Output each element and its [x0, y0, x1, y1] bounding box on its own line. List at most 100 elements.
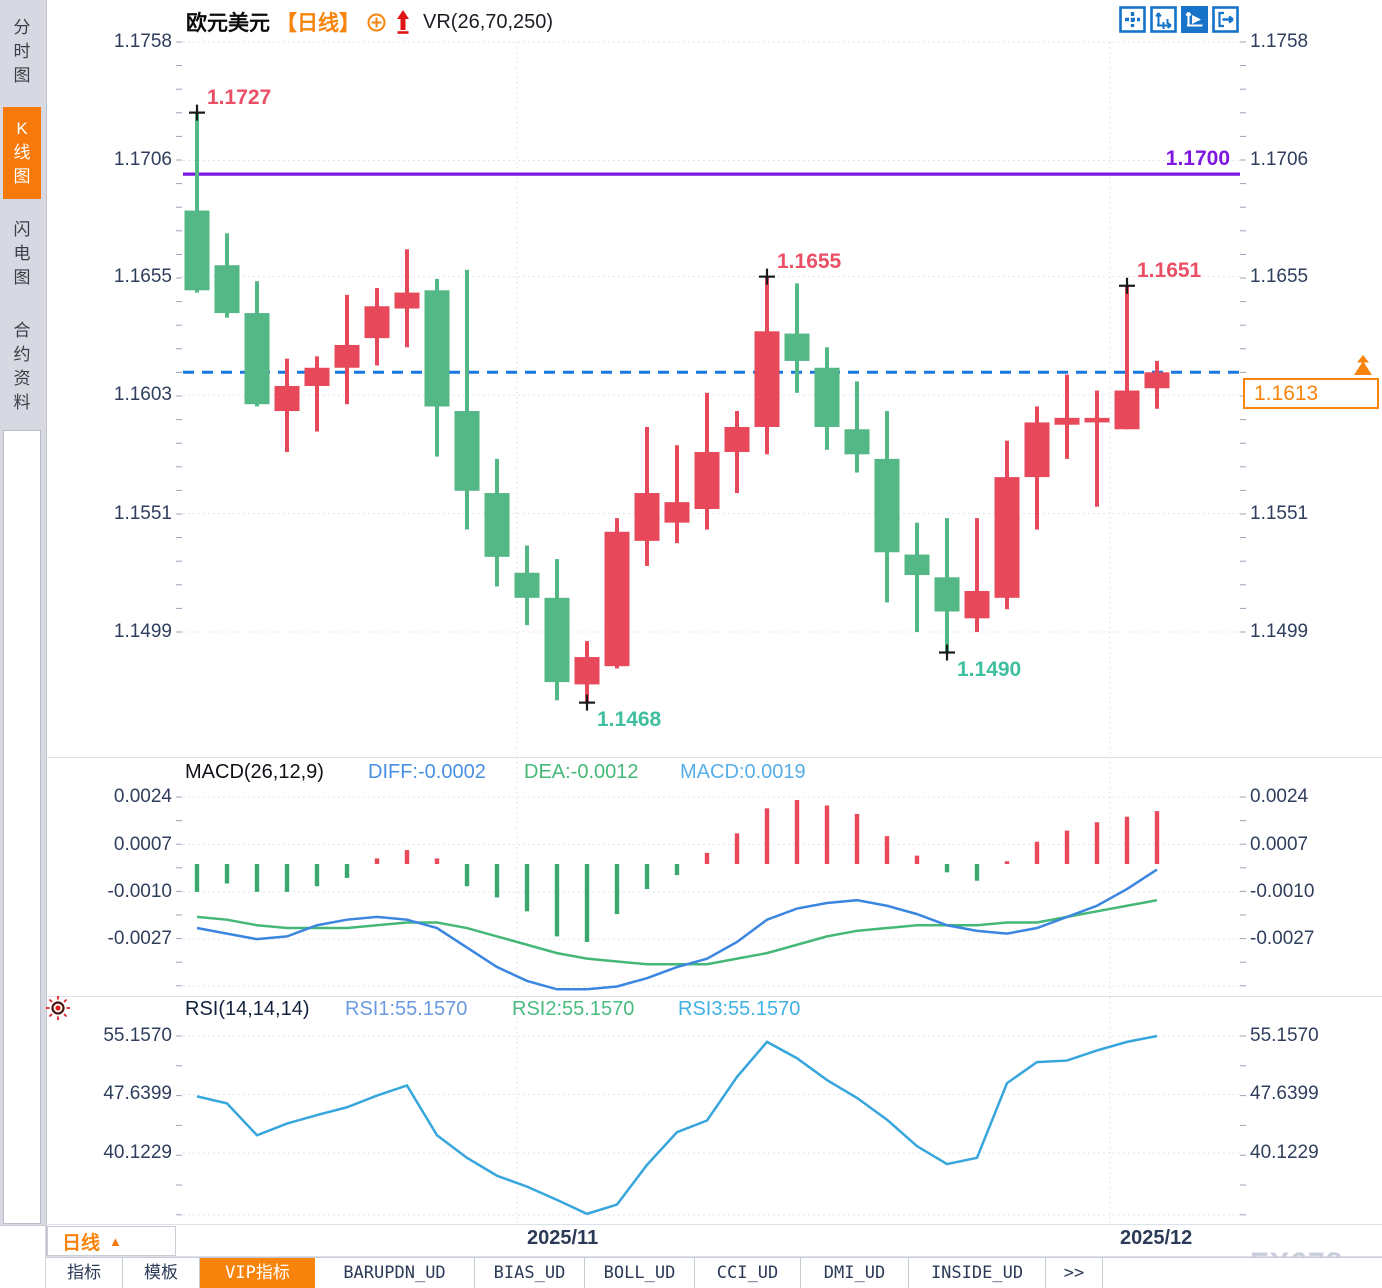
sidebar-item-char: 图 — [13, 267, 31, 287]
macd-axis-label-right: -0.0027 — [1250, 928, 1315, 950]
sidebar-item-char: 合 — [13, 321, 31, 340]
exit-right-icon — [1212, 6, 1239, 33]
chart-toolbar — [1119, 6, 1239, 33]
sidebar-item-char: 资 — [13, 369, 31, 388]
price-axis-label: 1.1655 — [113, 265, 172, 287]
sidebar-item-char: 料 — [13, 393, 31, 412]
price-annotation: 1.1490 — [957, 657, 1022, 681]
sidebar-empty-panel — [3, 430, 41, 1224]
sidebar-item-char: 图 — [13, 167, 31, 186]
price-axis-label-right: 1.1706 — [1250, 149, 1309, 171]
rsi3-value: RSI3:55.1570 — [678, 998, 801, 1020]
current-price-tag[interactable]: 1.1613 — [1243, 378, 1379, 409]
period-arrow-icon: ▲ — [109, 1233, 122, 1249]
price-annotation: 1.1468 — [597, 707, 662, 731]
price-annotation: 1.1655 — [777, 249, 842, 273]
bottom-tab-8[interactable]: DMI_UD — [801, 1258, 909, 1288]
rsi-axis-label: 55.1570 — [103, 1025, 172, 1046]
rsi-axis-label-right: 47.6399 — [1250, 1083, 1319, 1105]
axis-play-icon — [1181, 6, 1208, 33]
target-plus-icon[interactable] — [366, 12, 387, 33]
date-axis-label: 2025/12 — [1120, 1227, 1193, 1249]
sidebar-item-char: 闪 — [13, 219, 31, 239]
bottom-tab-2[interactable]: 模板 — [123, 1258, 200, 1288]
sidebar-item-1[interactable]: 分时图 — [3, 5, 41, 98]
macd-title: MACD(26,12,9) — [185, 761, 324, 783]
bottom-tab-9[interactable]: INSIDE_UD — [909, 1258, 1046, 1288]
panel-separator — [46, 1224, 1382, 1225]
period-title: 【日线】 — [276, 12, 360, 35]
bottom-tab-4[interactable]: BARUPDN_UD — [315, 1258, 475, 1288]
sidebar-item-char: 电 — [13, 243, 31, 263]
sidebar-item-3[interactable]: 闪电图 — [3, 207, 41, 300]
bottom-tab-3[interactable]: VIP指标 — [200, 1258, 315, 1288]
resistance-level-label: 1.1700 — [1165, 147, 1230, 171]
indicator-title: VR(26,70,250) — [423, 10, 554, 33]
macd-dea-value: DEA:-0.0012 — [524, 761, 639, 783]
price-axis-label: 1.1603 — [113, 384, 172, 406]
sidebar-item-char: K — [16, 119, 28, 138]
bottom-tab-10[interactable]: >> — [1046, 1258, 1103, 1288]
axis-play-button[interactable] — [1181, 6, 1208, 33]
price-axis-label-right: 1.1551 — [1250, 502, 1309, 524]
macd-header: MACD(26,12,9) DIFF:-0.0002 DEA:-0.0012 M… — [0, 761, 1382, 791]
sidebar-item-char: 约 — [13, 345, 31, 364]
price-axis-label: 1.1706 — [113, 149, 172, 171]
price-axis-label-right: 1.1758 — [1250, 31, 1309, 52]
macd-axis-label-right: -0.0010 — [1250, 880, 1315, 902]
bottom-tab-7[interactable]: CCI_UD — [695, 1258, 801, 1288]
sidebar-item-char: 分 — [13, 17, 31, 37]
rsi-axis-label: 47.6399 — [103, 1083, 172, 1105]
macd-axis-label-right: 0.0007 — [1250, 833, 1309, 855]
macd-value: MACD:0.0019 — [680, 761, 806, 783]
sidebar-item-char: 图 — [13, 65, 31, 85]
up-arrow-icon — [397, 10, 409, 34]
sidebar-item-4[interactable]: 合约资料 — [3, 308, 41, 426]
price-axis-label-right: 1.1499 — [1250, 621, 1309, 642]
rsi-title: RSI(14,14,14) — [185, 998, 310, 1020]
move-tool-icon — [1119, 6, 1146, 33]
macd-axis-label: 0.0024 — [113, 786, 172, 808]
macd-axis-label: -0.0010 — [107, 880, 172, 902]
chart-header: 欧元美元 【日线】 VR(26,70,250) — [186, 7, 553, 37]
rsi-axis-label-right: 40.1229 — [1250, 1141, 1319, 1163]
panel-separator — [46, 1256, 1382, 1257]
sidebar-item-char: 线 — [13, 143, 31, 162]
bullseye-icon[interactable] — [44, 994, 72, 1022]
price-axis-label: 1.1758 — [113, 31, 172, 52]
rsi-header: RSI(14,14,14) RSI1:55.1570 RSI2:55.1570 … — [0, 998, 1382, 1028]
price-annotation: 1.1727 — [207, 85, 272, 109]
exit-right-button[interactable] — [1212, 6, 1239, 33]
panel-separator — [46, 996, 1382, 997]
price-axis-label: 1.1551 — [113, 502, 172, 524]
bottom-tab-5[interactable]: BIAS_UD — [475, 1258, 585, 1288]
macd-axis-label: 0.0007 — [113, 833, 172, 855]
move-tool-button[interactable] — [1119, 6, 1146, 33]
price-annotation: 1.1651 — [1137, 258, 1202, 282]
macd-axis-label: -0.0027 — [107, 928, 172, 950]
axis-range-button[interactable] — [1150, 6, 1177, 33]
price-axis-label-right: 1.1655 — [1250, 265, 1309, 287]
sidebar-item-char: 时 — [13, 41, 31, 61]
panel-separator — [46, 757, 1382, 758]
date-axis-label: 2025/11 — [527, 1227, 599, 1249]
bottom-tab-6[interactable]: BOLL_UD — [585, 1258, 695, 1288]
indicator-tab-bar: 指标 模板 VIP指标 BARUPDN_UD BIAS_UD BOLL_UD CCI_UD D… — [46, 1257, 1382, 1288]
bottom-tab-1[interactable]: 指标 — [46, 1258, 123, 1288]
rsi2-value: RSI2:55.1570 — [512, 998, 635, 1020]
symbol-title: 欧元美元 — [186, 12, 270, 35]
rsi1-value: RSI1:55.1570 — [345, 998, 468, 1020]
rsi-axis-label-right: 55.1570 — [1250, 1025, 1319, 1046]
macd-axis-label-right: 0.0024 — [1250, 786, 1309, 808]
macd-diff-value: DIFF:-0.0002 — [368, 761, 486, 783]
period-selector-button[interactable]: 日线 ▲ — [47, 1226, 176, 1256]
sidebar-bottom-cell — [0, 1225, 45, 1288]
axis-range-icon — [1150, 6, 1177, 33]
rsi-axis-label: 40.1229 — [103, 1141, 172, 1163]
price-up-marker-icon — [1354, 355, 1372, 375]
price-axis-label: 1.1499 — [113, 621, 172, 642]
